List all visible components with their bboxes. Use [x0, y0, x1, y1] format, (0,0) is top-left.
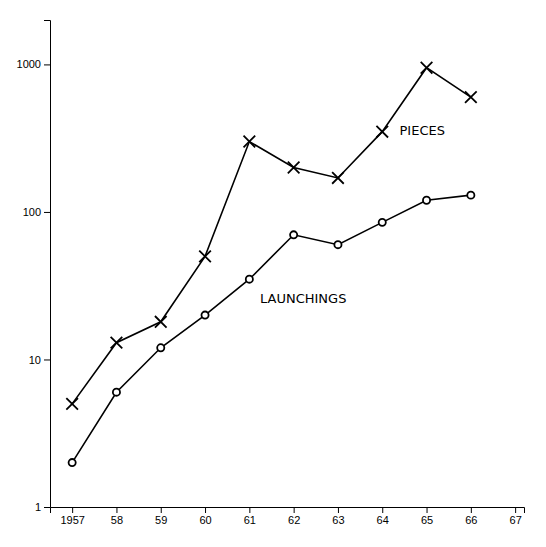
series-area — [66, 62, 476, 466]
y-tick-label: 1000 — [17, 58, 41, 70]
x-tick: 1957 — [60, 507, 84, 526]
x-tick: 58 — [111, 507, 123, 526]
y-tick: 1000 — [17, 58, 50, 70]
x-tick-label: 60 — [199, 514, 211, 526]
series-marker — [113, 389, 120, 396]
y-tick: 1 — [35, 501, 50, 513]
x-tick: 66 — [465, 507, 477, 526]
x-tick-mark — [116, 507, 117, 513]
x-axis: 1957 58 59 60 61 62 63 64 65 66 67 — [51, 507, 525, 526]
series-marker — [199, 251, 211, 263]
series-marker — [111, 337, 123, 349]
x-tick-mark — [427, 507, 428, 513]
x-tick: 62 — [288, 507, 300, 526]
series-marker — [66, 398, 78, 410]
series-marker — [376, 126, 388, 138]
x-tick: 61 — [244, 507, 256, 526]
x-tick-label: 1957 — [60, 514, 84, 526]
x-tick-mark — [515, 507, 516, 513]
series-line — [72, 195, 471, 462]
y-tick-mark — [44, 64, 50, 65]
x-tick-mark — [161, 507, 162, 513]
y-axis-line — [44, 21, 51, 508]
plot: 1957 58 59 60 61 62 63 64 65 66 67 1 10 100 1000 PIECES… — [17, 21, 525, 526]
annotation: LAUNCHINGS — [260, 291, 346, 306]
y-tick: 10 — [29, 353, 50, 365]
x-tick: 60 — [199, 507, 211, 526]
x-tick-label: 62 — [288, 514, 300, 526]
x-tick-mark — [205, 507, 206, 513]
annotation: PIECES — [400, 123, 445, 138]
x-axis-line — [51, 508, 525, 514]
x-tick-label: 58 — [111, 514, 123, 526]
x-tick-label: 67 — [510, 514, 522, 526]
x-tick: 64 — [377, 507, 389, 526]
series-line — [72, 68, 471, 404]
x-tick-mark — [249, 507, 250, 513]
y-tick-label: 10 — [29, 353, 41, 365]
x-tick-mark — [294, 507, 295, 513]
x-tick: 59 — [155, 507, 167, 526]
annotations: PIECES LAUNCHINGS — [260, 123, 445, 306]
series-marker — [465, 91, 477, 103]
series-marker — [379, 219, 386, 226]
x-tick-mark — [338, 507, 339, 513]
x-tick-label: 61 — [244, 514, 256, 526]
x-tick-label: 64 — [377, 514, 389, 526]
x-tick: 67 — [510, 507, 522, 526]
x-tick-label: 59 — [155, 514, 167, 526]
series-marker — [201, 311, 208, 318]
x-tick: 63 — [332, 507, 344, 526]
series-marker — [421, 62, 433, 74]
x-tick-mark — [471, 507, 472, 513]
y-axis: 1 10 100 1000 — [17, 21, 51, 514]
x-tick-mark — [382, 507, 383, 513]
x-tick: 65 — [421, 507, 433, 526]
series-marker — [69, 459, 76, 466]
series-marker — [290, 231, 297, 238]
series-marker — [157, 344, 164, 351]
chart: 1957 58 59 60 61 62 63 64 65 66 67 1 10 100 1000 PIECES… — [0, 0, 546, 547]
series-marker — [467, 192, 474, 199]
series-marker — [423, 197, 430, 204]
y-tick-label: 100 — [23, 206, 41, 218]
series-marker — [244, 136, 256, 148]
series-marker — [288, 162, 300, 174]
series-marker — [155, 316, 167, 328]
x-tick-label: 65 — [421, 514, 433, 526]
x-tick-label: 63 — [332, 514, 344, 526]
y-tick: 100 — [23, 206, 50, 218]
y-tick-mark — [44, 507, 50, 508]
series-marker — [334, 241, 341, 248]
y-tick-mark — [44, 212, 50, 213]
x-tick-mark — [72, 507, 73, 513]
series-marker — [246, 276, 253, 283]
series-marker — [332, 172, 344, 184]
x-tick-label: 66 — [465, 514, 477, 526]
y-tick-label: 1 — [35, 501, 41, 513]
y-tick-mark — [44, 359, 50, 360]
